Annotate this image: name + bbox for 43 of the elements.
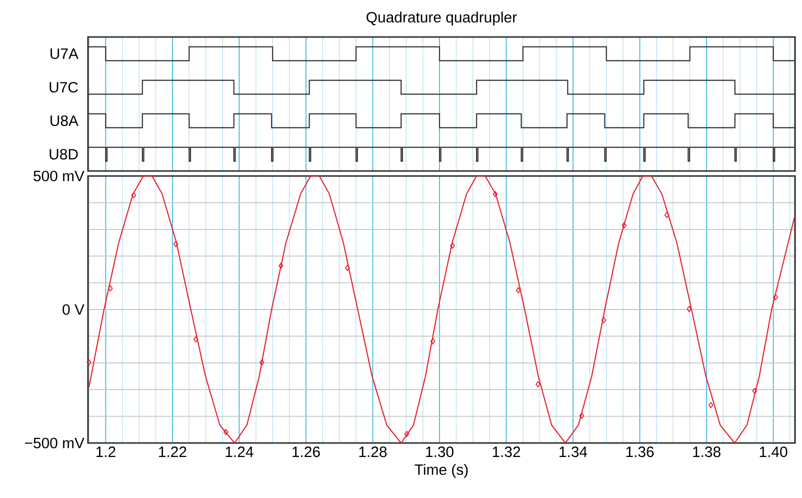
- point: [430, 338, 436, 344]
- y-tick-label: −500 mV: [24, 438, 84, 448]
- point: [536, 381, 540, 388]
- point: [516, 287, 521, 294]
- point: [344, 264, 350, 271]
- point: [708, 402, 714, 408]
- y-tick-label: 500 mV: [34, 170, 84, 182]
- point: [664, 212, 670, 218]
- point: [404, 430, 410, 437]
- point: [622, 222, 626, 228]
- x-axis-title: Time (s): [414, 464, 468, 478]
- y-axis-title: U8D: [50, 148, 78, 160]
- point: [686, 306, 692, 312]
- point: [601, 317, 606, 324]
- chart-title: Quadrature quadrupler: [366, 12, 517, 26]
- point: [108, 285, 113, 292]
- x-tick-label: 1.30: [426, 446, 454, 458]
- y-axis-title: U7C: [50, 82, 78, 93]
- point: [773, 294, 778, 300]
- x-tick-label: 1.36: [626, 446, 654, 458]
- x-tick-label: 1.2: [96, 446, 116, 457]
- x-tick-label: 1.34: [560, 446, 588, 458]
- x-tick-label: 1.26: [292, 446, 320, 458]
- point: [193, 336, 198, 342]
- point: [278, 262, 284, 269]
- y-tick-label: 0 V: [62, 304, 84, 315]
- x-tick-label: 1.38: [693, 446, 720, 458]
- point: [131, 192, 136, 198]
- x-tick-label: 1.40: [760, 446, 788, 458]
- point: [450, 242, 455, 249]
- point: [752, 388, 758, 394]
- x-tick-label: 1.28: [359, 446, 387, 458]
- point: [223, 429, 228, 436]
- point: [579, 412, 584, 419]
- x-tick-label: 1.32: [492, 446, 520, 458]
- y-axis-title: U8A: [50, 115, 78, 126]
- y-axis-title: U7A: [50, 48, 78, 59]
- x-tick-label: 1.24: [226, 446, 254, 457]
- point: [260, 359, 264, 366]
- point: [173, 241, 178, 248]
- point: [492, 191, 498, 198]
- point: [86, 359, 92, 366]
- x-tick-label: 1.22: [159, 446, 186, 457]
